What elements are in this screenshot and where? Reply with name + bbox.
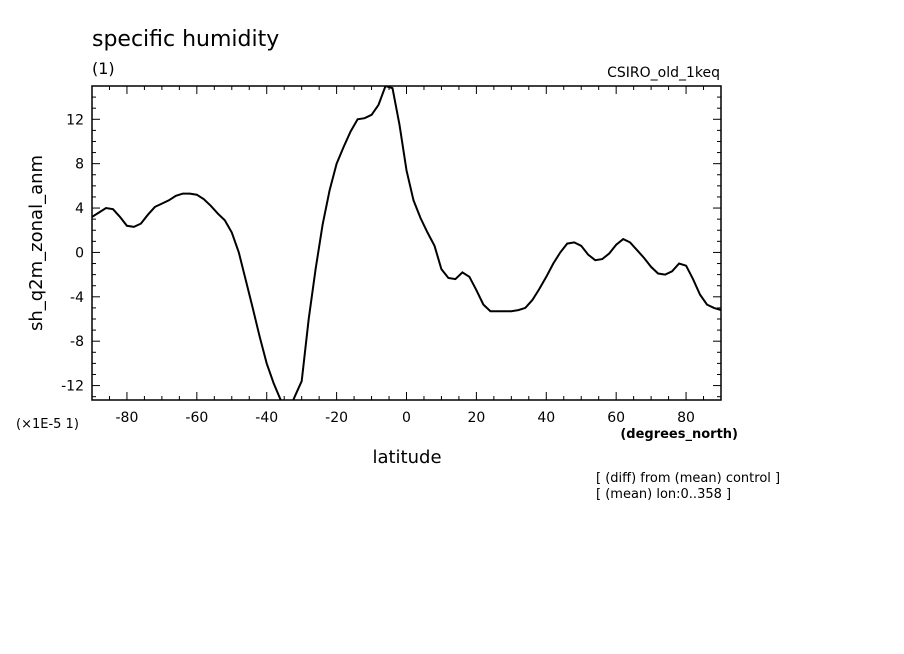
- x-tick-label: 40: [537, 410, 555, 426]
- x-tick-label: 60: [607, 410, 625, 426]
- chart-title: specific humidity: [92, 27, 279, 52]
- y-tick-label: 0: [75, 245, 84, 261]
- y-axis-ticks: 12 8 4 0 -4 -8 -12: [61, 96, 721, 398]
- y-axis-label: sh_q2m_zonal_anm: [26, 155, 47, 331]
- x-tick-label: 80: [677, 410, 695, 426]
- x-tick-label: -20: [325, 410, 348, 426]
- y-tick-label: 4: [75, 201, 84, 217]
- y-tick-label: 8: [75, 157, 84, 173]
- y-tick-label: -12: [61, 379, 84, 395]
- series-line-sh-q2m: [92, 86, 721, 400]
- x-tick-label: -60: [185, 410, 208, 426]
- x-axis-units: (degrees_north): [620, 427, 738, 442]
- x-axis-ticks: -80 -60 -40 -20 0 20 40 60 80: [91, 86, 722, 426]
- plot-frame: [91, 85, 722, 401]
- note-mean: [ (mean) lon:0..358 ]: [596, 487, 731, 502]
- x-tick-label: 0: [402, 410, 411, 426]
- y-tick-label: 12: [66, 112, 84, 128]
- note-diff: [ (diff) from (mean) control ]: [596, 471, 780, 486]
- x-tick-label: -40: [255, 410, 278, 426]
- y-tick-label: -4: [70, 290, 84, 306]
- x-axis-label: latitude: [372, 447, 441, 468]
- x-tick-label: -80: [116, 410, 139, 426]
- chart-subtitle: (1): [92, 59, 115, 78]
- y-tick-label: -8: [70, 334, 84, 350]
- y-scale-factor: (×1E-5 1): [16, 417, 79, 432]
- x-tick-label: 20: [467, 410, 485, 426]
- model-name: CSIRO_old_1keq: [607, 65, 720, 81]
